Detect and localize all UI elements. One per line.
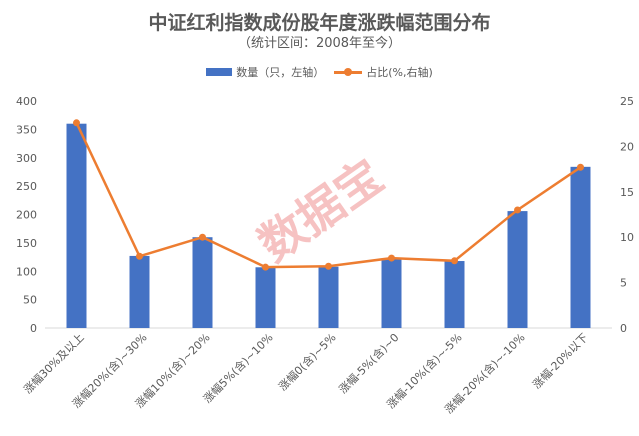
line-point	[262, 263, 269, 271]
left-tick-label: 100	[16, 265, 37, 278]
legend-label: 占比(%,右轴)	[366, 66, 433, 79]
legend-swatch-line	[334, 67, 363, 76]
right-tick-label: 10	[620, 231, 634, 244]
line-point	[451, 257, 458, 265]
legend: 数量（只，左轴） 占比(%,右轴)	[0, 64, 639, 80]
right-tick-label: 25	[620, 95, 634, 108]
bar	[192, 237, 213, 328]
line-point	[73, 119, 80, 127]
left-tick-label: 50	[23, 294, 37, 307]
chart-subtitle: （统计区间：2008年至今）	[237, 36, 402, 51]
left-tick-label: 150	[16, 237, 37, 250]
right-tick-label: 0	[620, 322, 627, 335]
bar	[255, 267, 276, 328]
category-label: 涨幅-20%以下	[530, 331, 590, 391]
right-tick-label: 15	[620, 186, 634, 199]
right-tick-label: 20	[620, 140, 634, 153]
line-point	[388, 254, 395, 262]
category-label: 涨幅-5%(含)~0	[336, 330, 402, 396]
bar	[381, 258, 402, 328]
left-tick-label: 350	[16, 123, 37, 136]
bar	[318, 266, 339, 328]
left-tick-label: 200	[16, 209, 37, 222]
category-label: 涨幅5%(含)~10%	[200, 330, 275, 405]
legend-label: 数量（只，左轴）	[236, 66, 325, 79]
legend-swatch-bar	[206, 68, 233, 76]
bar	[129, 255, 150, 328]
right-tick-label: 5	[620, 277, 627, 290]
line-point	[577, 163, 584, 171]
left-tick-label: 400	[16, 95, 37, 108]
bar	[507, 211, 528, 328]
bar	[66, 123, 87, 328]
left-tick-label: 300	[16, 152, 37, 165]
bar	[570, 166, 591, 328]
line-point	[199, 233, 206, 241]
line-point	[325, 262, 332, 270]
line-point	[136, 252, 143, 260]
category-label: 涨幅30%及以上	[21, 331, 86, 396]
legend-item-count[interactable]: 数量（只，左轴）	[206, 64, 324, 80]
bar	[444, 261, 465, 328]
legend-item-percent[interactable]: 占比(%,右轴)	[334, 64, 433, 80]
chart-title: 中证红利指数成份股年度涨跌幅范围分布	[148, 12, 491, 34]
left-tick-label: 0	[30, 322, 37, 335]
category-label: 涨幅0(含)~5%	[276, 330, 339, 393]
line-point	[514, 206, 521, 214]
left-tick-label: 250	[16, 180, 37, 193]
